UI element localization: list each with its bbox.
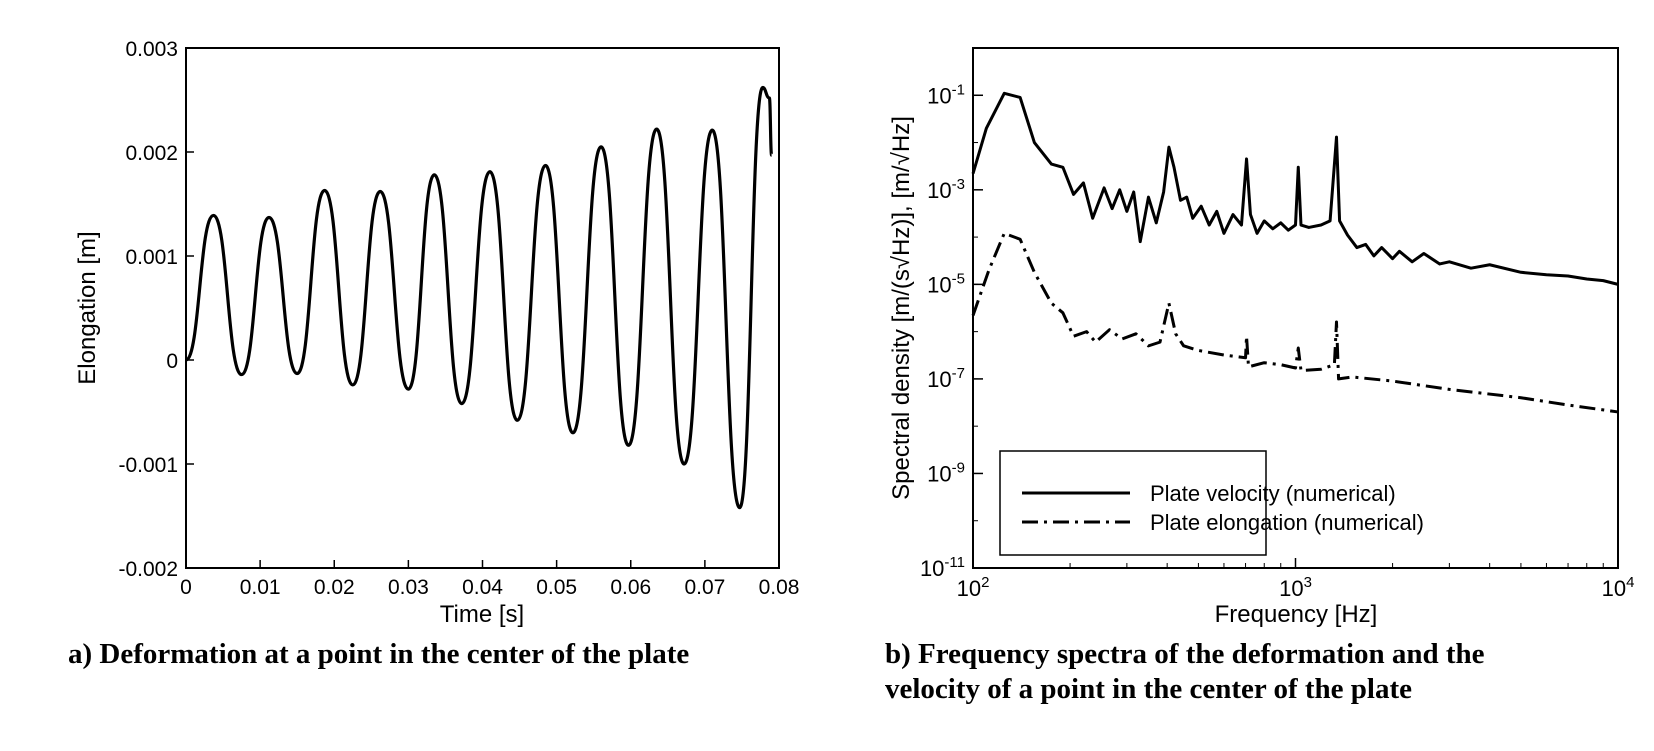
chart-a-y-tick-label: 0.002 — [125, 142, 178, 165]
chart-a-y-tick-label: 0 — [166, 350, 178, 373]
chart-b-y-tick-label: 10-5 — [927, 270, 965, 297]
chart-a-series — [184, 85, 774, 510]
chart-b-x-tick-label: 104 — [1602, 574, 1635, 601]
chart-b-y-tick-label: 10-9 — [927, 459, 965, 486]
chart-b-y-tick-label: 10-1 — [927, 81, 965, 108]
legend-box — [999, 450, 1267, 556]
chart-a-y-tick-label: -0.002 — [118, 558, 178, 581]
chart-b-plot-frame — [972, 47, 1619, 569]
chart-a-y-axis: -0.002 -0.001 0 0.001 0.002 0.003 — [118, 38, 194, 581]
legend-entry-velocity: Plate velocity (numerical) — [1150, 481, 1396, 506]
caption-b: b) Frequency spectra of the deformation … — [885, 637, 1485, 707]
chart-b-y-axis: 10-11 10-9 10-7 10-5 10-3 10-1 — [920, 47, 983, 581]
chart-a-x-tick-label: 0.07 — [684, 576, 725, 599]
chart-a-x-tick-label: 0.03 — [388, 576, 429, 599]
chart-a-x-axis: 0 0.01 0.02 0.03 0.04 0.05 0.06 0.07 0.08 — [180, 560, 799, 599]
chart-b-series-line — [971, 91, 1619, 286]
chart-b-series — [971, 91, 1619, 414]
chart-a-x-tick-label: 0.04 — [462, 576, 503, 599]
chart-a: 0 0.01 0.02 0.03 0.04 0.05 0.06 0.07 0.08 -0.002… — [74, 38, 799, 628]
legend-entry-elongation: Plate elongation (numerical) — [1150, 510, 1424, 535]
chart-a-x-tick-label: 0.06 — [610, 576, 651, 599]
chart-b-y-tick-label: 10-11 — [920, 554, 965, 581]
caption-a: a) Deformation at a point in the center … — [68, 638, 690, 670]
chart-b-x-axis-label: Frequency [Hz] — [1215, 601, 1378, 628]
chart-a-x-tick-label: 0.05 — [536, 576, 577, 599]
chart-b-legend: Plate velocity (numerical) Plate elongat… — [999, 450, 1424, 556]
chart-b-x-tick-label: 102 — [957, 574, 990, 601]
chart-a-plot-frame — [185, 47, 780, 569]
chart-b-y-axis-label: Spectral density [m/(s√Hz)], [m/√Hz] — [888, 116, 915, 500]
chart-a-y-axis-label: Elongation [m] — [74, 231, 101, 384]
chart-a-y-tick-label: -0.001 — [118, 454, 178, 477]
chart-b-y-tick-label: 10-3 — [927, 176, 965, 203]
chart-a-x-tick-label: 0.01 — [240, 576, 281, 599]
chart-b-series-line — [971, 231, 1619, 414]
caption-b-line-2: velocity of a point in the center of the… — [885, 673, 1413, 705]
chart-b-x-axis: 102 103 104 — [957, 558, 1635, 601]
chart-b: 102 103 104 10-11 10-9 10-7 10-5 10-3 10-1 Freq… — [888, 47, 1635, 628]
chart-a-x-tick-label: 0 — [180, 576, 192, 599]
chart-a-y-tick-label: 0.003 — [125, 38, 178, 61]
chart-a-x-tick-label: 0.02 — [314, 576, 355, 599]
chart-a-y-tick-label: 0.001 — [125, 246, 178, 269]
chart-b-y-tick-label: 10-7 — [927, 365, 965, 392]
chart-b-x-tick-label: 103 — [1279, 574, 1312, 601]
chart-a-series-line — [184, 85, 774, 510]
chart-a-x-axis-label: Time [s] — [440, 601, 524, 628]
caption-b-line-1: b) Frequency spectra of the deformation … — [885, 638, 1485, 670]
chart-a-x-tick-label: 0.08 — [759, 576, 800, 599]
